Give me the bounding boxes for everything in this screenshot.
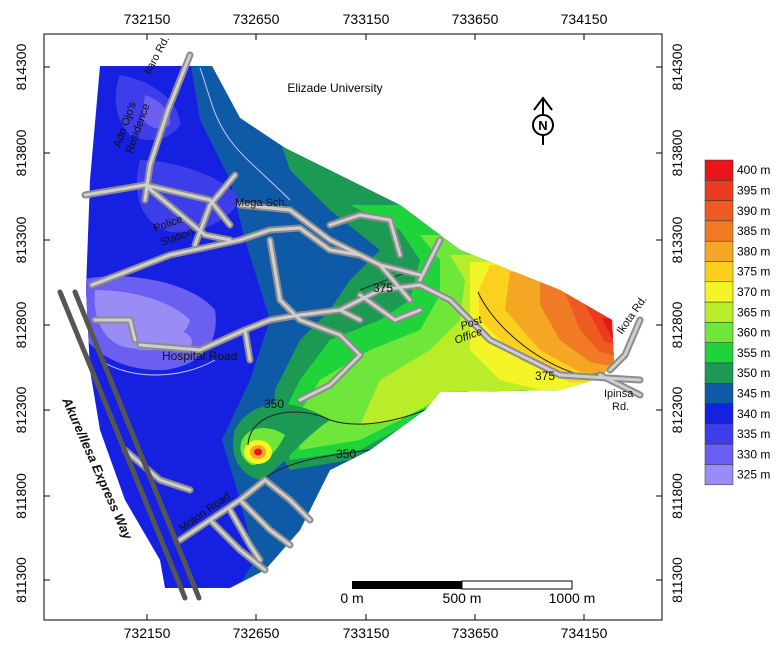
road-label-hospital: Hospital Road [162, 349, 237, 363]
y-tick-label-left: 812300 [13, 386, 29, 433]
legend-label: 330 m [737, 447, 770, 461]
x-tick-label-bottom: 734150 [561, 625, 608, 641]
contour-label: 350 [264, 397, 284, 411]
legend-swatch [704, 403, 734, 425]
x-tick-label-top: 734150 [561, 11, 608, 27]
x-tick-label-top: 732650 [233, 11, 280, 27]
tick-marks [44, 34, 662, 620]
x-tick-label-top: 733650 [452, 11, 499, 27]
y-tick-label-right: 812800 [669, 301, 685, 348]
north-letter: N [538, 118, 547, 133]
legend-label: 355 m [737, 346, 770, 360]
scale-label-0: 0 m [340, 590, 363, 606]
y-tick-label-right: 813300 [669, 216, 685, 263]
legend-label: 350 m [737, 366, 770, 380]
contour-label: 375 [373, 281, 393, 295]
x-tick-label-bottom: 732650 [233, 625, 280, 641]
map-title: Elizade University [287, 81, 382, 95]
y-tick-label-right: 812300 [669, 386, 685, 433]
legend-swatch [704, 220, 734, 242]
legend-label: 375 m [737, 265, 770, 279]
y-tick-label-right: 811300 [669, 557, 685, 603]
legend-swatch [704, 423, 734, 445]
legend-swatch [704, 464, 734, 486]
elevation-legend: 400 m 395 m 390 m 385 m 380 m 375 m 370 m 365 m… [704, 159, 770, 486]
y-tick-label-left: 813300 [13, 216, 29, 263]
legend-label: 380 m [737, 244, 770, 258]
legend-label: 400 m [737, 163, 770, 177]
legend-swatch [704, 261, 734, 283]
contour-label: 375 [535, 369, 555, 383]
legend-swatch [704, 383, 734, 404]
legend-swatch [704, 240, 734, 262]
legend-label: 340 m [737, 407, 770, 421]
legend-label: 385 m [737, 224, 770, 238]
y-tick-label-left: 811800 [13, 473, 29, 519]
legend-label: 345 m [737, 386, 770, 400]
map-frame [43, 33, 663, 621]
legend-swatch [704, 342, 734, 364]
road-label-ipinsa-rd: Rd. [612, 401, 629, 413]
legend-swatch [704, 281, 734, 303]
contour-label: 350 [336, 447, 356, 461]
elevation-surface [86, 66, 614, 588]
legend-label: 395 m [737, 183, 770, 197]
legend-label: 325 m [737, 468, 770, 482]
x-tick-label-top: 733150 [343, 11, 390, 27]
expressway-road [57, 289, 202, 601]
legend-swatch [704, 301, 734, 323]
y-tick-label-right: 811800 [669, 473, 685, 519]
y-tick-label-left: 814300 [13, 43, 29, 90]
legend-label: 360 m [737, 326, 770, 340]
legend-label: 365 m [737, 305, 770, 319]
legend-swatch [704, 200, 734, 222]
legend-swatch [704, 159, 734, 181]
y-tick-label-left: 812800 [13, 301, 29, 348]
legend-swatch [704, 322, 734, 343]
x-tick-label-bottom: 732150 [124, 625, 171, 641]
legend-swatch [704, 443, 734, 465]
road-network [81, 51, 644, 574]
legend-label: 370 m [737, 285, 770, 299]
y-tick-label-left: 811300 [13, 557, 29, 603]
scale-bar: 0 m 500 m 1000 m [340, 580, 596, 606]
x-tick-label-bottom: 733650 [452, 625, 499, 641]
scale-label-1000: 1000 m [549, 590, 596, 606]
north-arrow-icon: N [532, 96, 554, 145]
road-label-ipinsa: Ipinsa [604, 388, 634, 400]
x-tick-label-bottom: 733150 [343, 625, 390, 641]
scale-label-500: 500 m [443, 590, 482, 606]
x-tick-label-top: 732150 [124, 11, 171, 27]
y-tick-label-right: 813800 [669, 129, 685, 176]
y-tick-label-left: 813800 [13, 129, 29, 176]
legend-swatch [704, 180, 734, 201]
y-tick-label-right: 814300 [669, 43, 685, 90]
legend-label: 390 m [737, 204, 770, 218]
legend-swatch [704, 362, 734, 384]
road-label-mega-sch: Mega Sch. [235, 197, 288, 209]
legend-label: 335 m [737, 427, 770, 441]
